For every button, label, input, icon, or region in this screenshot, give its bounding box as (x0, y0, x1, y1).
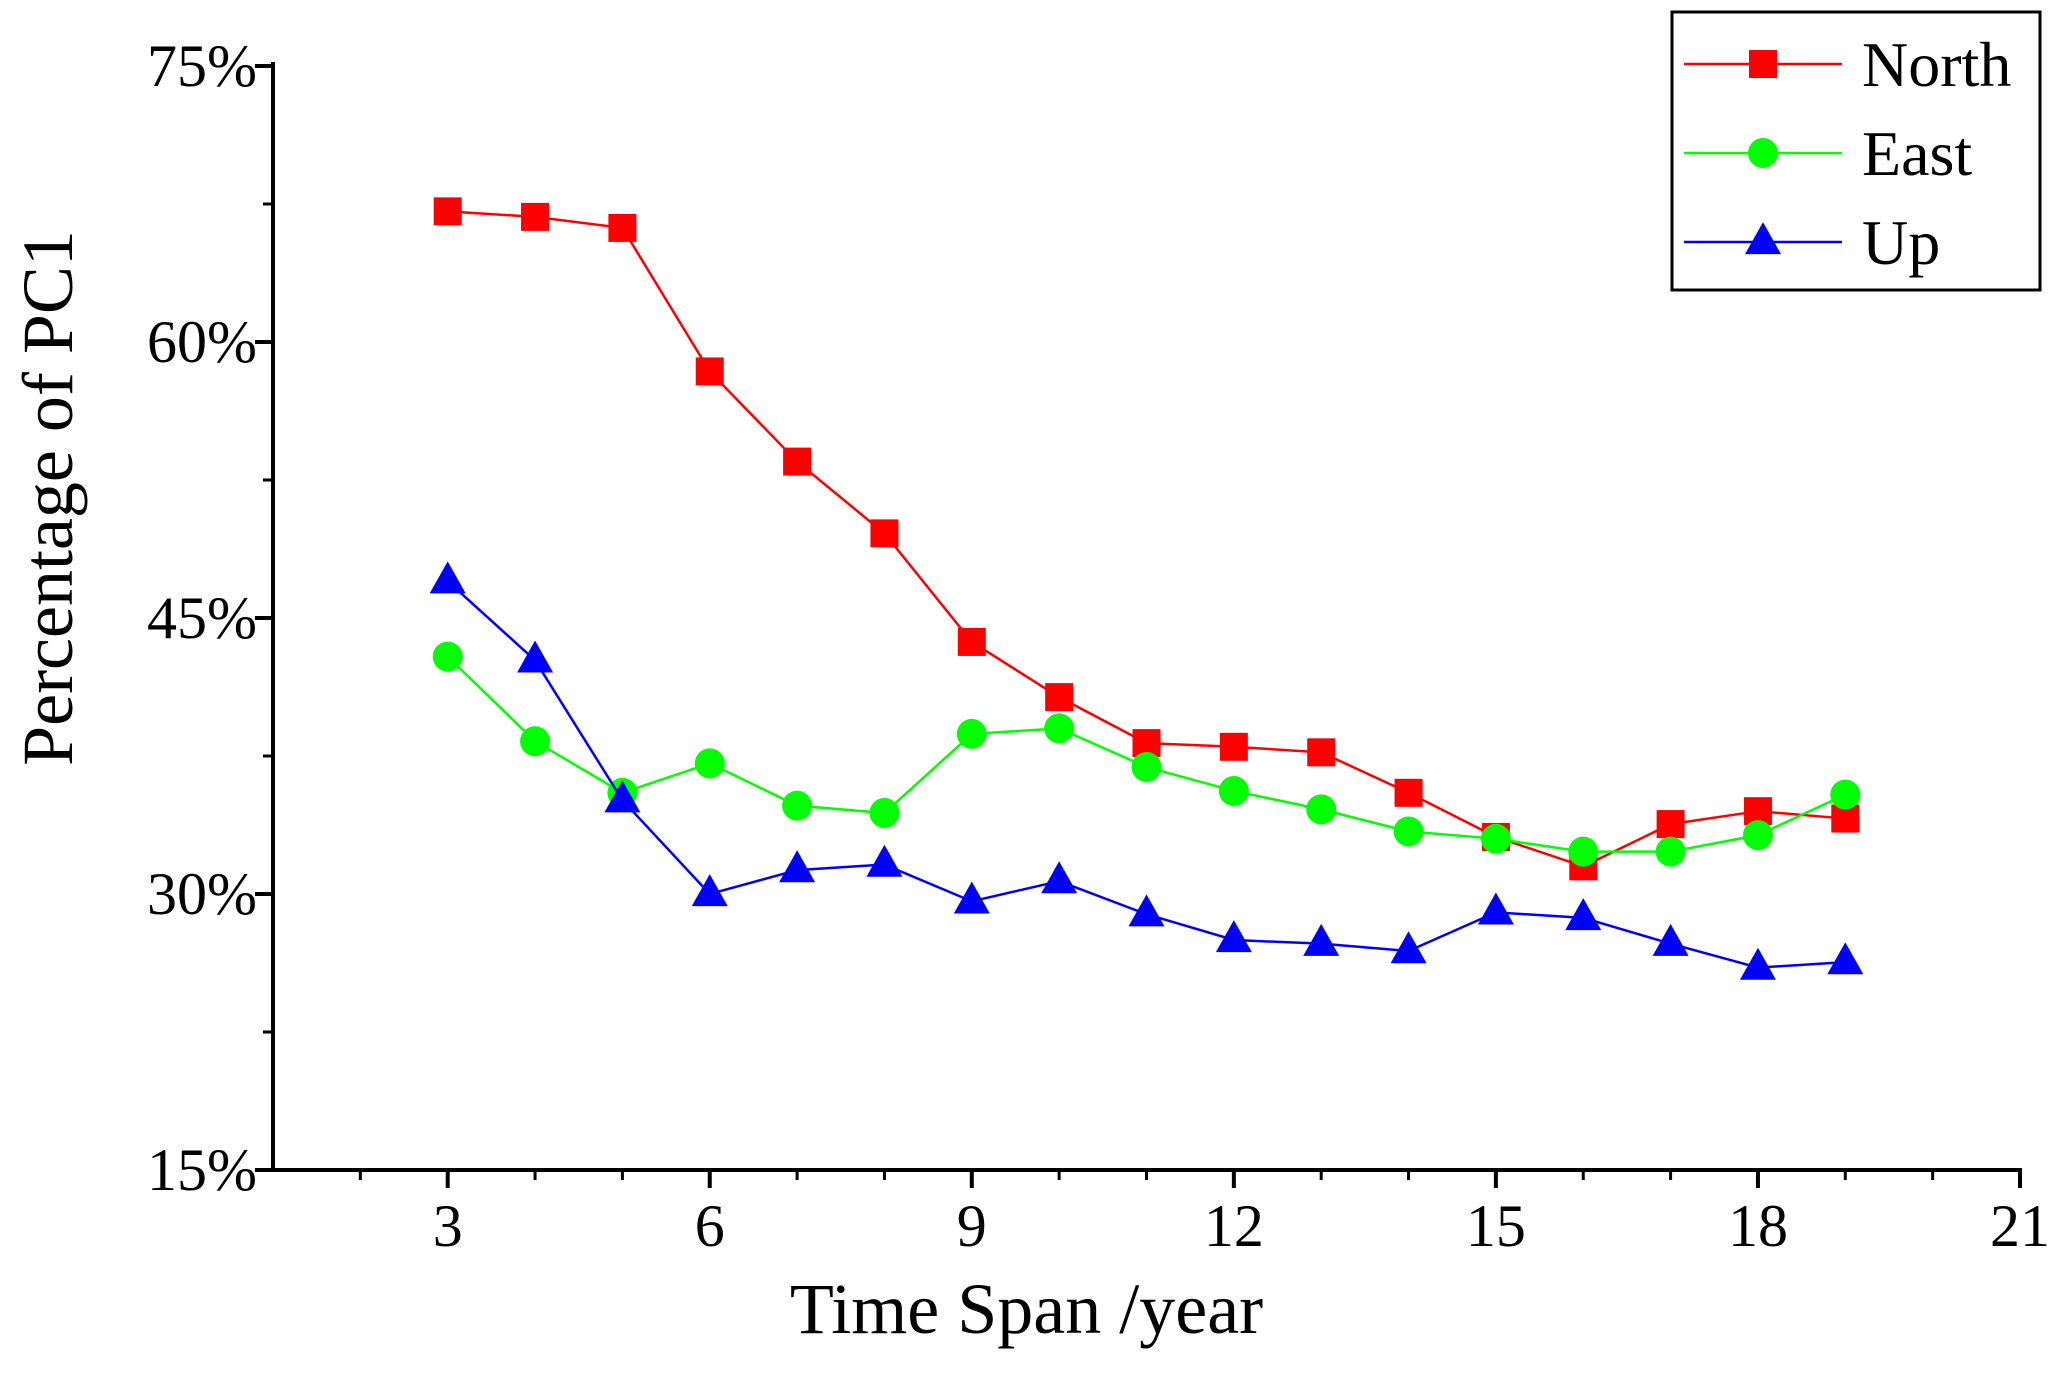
y-tick-label: 15% (147, 1137, 257, 1203)
series-east (432, 641, 1861, 867)
data-point-up (517, 640, 554, 673)
y-tick-label: 60% (147, 309, 257, 375)
x-axis-title: Time Span /year (790, 1269, 1263, 1349)
x-tick-label: 6 (695, 1193, 725, 1259)
data-point-east (1131, 752, 1162, 783)
legend-label-north: North (1862, 29, 2011, 100)
axes-group: 15% 30% 45% 60% 75% 3 6 9 12 15 18 21 Time Span /yea… (8, 33, 2050, 1349)
legend-item-up: Up (1684, 207, 1940, 278)
y-tick-label: 45% (147, 585, 257, 651)
x-tick-label: 9 (957, 1193, 987, 1259)
data-point-up (429, 561, 466, 594)
data-point-east (1306, 794, 1337, 825)
data-point-north (870, 519, 899, 548)
legend-marker-north (1749, 50, 1777, 78)
data-point-up (779, 850, 816, 883)
data-point-up (1303, 923, 1340, 956)
series-group (429, 197, 1864, 980)
data-point-up (866, 844, 903, 877)
x-tick-label: 15 (1466, 1193, 1526, 1259)
y-tick-label: 75% (147, 33, 257, 99)
y-axis-title: Percentage of PC1 (8, 230, 88, 766)
legend: North East Up (1670, 10, 2042, 292)
data-point-up (1390, 931, 1427, 964)
legend-item-north: North (1684, 29, 2011, 100)
data-point-north (608, 213, 637, 242)
data-point-east (956, 718, 987, 749)
data-point-east (869, 798, 900, 829)
data-point-north (957, 627, 986, 656)
data-point-up (1041, 861, 1078, 894)
data-point-up (1477, 892, 1514, 925)
legend-item-east: East (1684, 118, 1972, 189)
data-point-up (1215, 920, 1252, 953)
data-point-up (1652, 923, 1689, 956)
data-point-east (432, 641, 463, 672)
data-point-north (1656, 810, 1685, 839)
x-tick-label: 18 (1728, 1193, 1788, 1259)
data-point-north (521, 202, 550, 231)
data-point-east (1742, 820, 1773, 851)
x-tick-label: 21 (1990, 1193, 2050, 1259)
data-point-east (1393, 816, 1424, 847)
data-point-east (694, 748, 725, 779)
data-point-north (695, 357, 724, 386)
series-up (429, 561, 1864, 980)
data-point-east (1830, 779, 1861, 810)
x-tick-label: 3 (433, 1193, 463, 1259)
x-tick-label: 12 (1204, 1193, 1264, 1259)
data-point-east (1655, 836, 1686, 867)
legend-label-up: Up (1862, 207, 1940, 278)
data-point-east (1218, 775, 1249, 806)
legend-marker-up (1745, 222, 1781, 255)
legend-label-east: East (1862, 118, 1972, 189)
data-point-north (783, 447, 812, 476)
data-point-north (433, 197, 462, 226)
legend-marker-east (1748, 138, 1778, 168)
data-point-east (1568, 836, 1599, 867)
data-point-up (953, 881, 990, 914)
data-point-north (1307, 738, 1336, 767)
data-point-up (1128, 894, 1165, 927)
data-point-up (691, 874, 728, 907)
data-point-up (1565, 898, 1602, 931)
data-point-north (1045, 683, 1074, 712)
data-point-up (604, 780, 641, 813)
y-tick-label: 30% (147, 861, 257, 927)
data-point-up (1739, 947, 1776, 980)
legend-box (1670, 10, 2042, 292)
data-point-north (1394, 778, 1423, 807)
data-point-north (1219, 732, 1248, 761)
data-point-east (782, 790, 813, 821)
data-point-east (520, 726, 551, 757)
data-point-up (1827, 942, 1864, 975)
data-point-east (1480, 823, 1511, 854)
data-point-east (1044, 713, 1075, 744)
